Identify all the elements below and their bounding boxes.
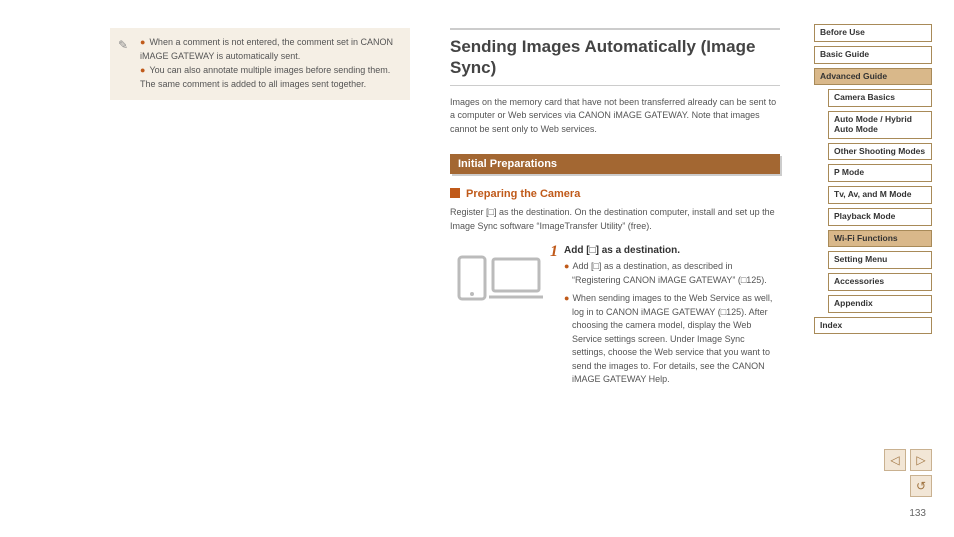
nav-playback[interactable]: Playback Mode (828, 208, 932, 226)
nav-tv-av-m[interactable]: Tv, Av, and M Mode (828, 186, 932, 204)
section-heading: Initial Preparations (450, 154, 780, 174)
step-1-title: Add [□] as a destination. (564, 245, 780, 256)
nav-camera-basics[interactable]: Camera Basics (828, 89, 932, 107)
nav-p-mode[interactable]: P Mode (828, 164, 932, 182)
nav-wifi[interactable]: Wi-Fi Functions (828, 230, 932, 248)
prev-page-button[interactable]: ◁ (884, 449, 906, 471)
return-button[interactable]: ↺ (910, 475, 932, 497)
pencil-icon: ✎ (118, 36, 128, 54)
nav-index[interactable]: Index (814, 317, 932, 335)
nav-other-shooting[interactable]: Other Shooting Modes (828, 143, 932, 161)
nav-appendix[interactable]: Appendix (828, 295, 932, 313)
step-1-body: ●Add [□] as a destination, as described … (564, 260, 780, 387)
step-1-number: 1 (550, 243, 558, 261)
nav-setting-menu[interactable]: Setting Menu (828, 251, 932, 269)
device-icons (450, 245, 550, 392)
subsection-heading: Preparing the Camera (450, 188, 780, 200)
page-number: 133 (909, 508, 926, 519)
nav-basic-guide[interactable]: Basic Guide (814, 46, 932, 64)
note-line-2: ●You can also annotate multiple images b… (140, 64, 400, 91)
nav-before-use[interactable]: Before Use (814, 24, 932, 42)
nav-auto-mode[interactable]: Auto Mode / Hybrid Auto Mode (828, 111, 932, 139)
side-nav: Before Use Basic Guide Advanced Guide Ca… (814, 24, 932, 338)
note-line-1: ●When a comment is not entered, the comm… (140, 36, 400, 63)
intro-text: Images on the memory card that have not … (450, 96, 780, 137)
subsection-text: Register [□] as the destination. On the … (450, 206, 780, 233)
nav-accessories[interactable]: Accessories (828, 273, 932, 291)
nav-advanced-guide[interactable]: Advanced Guide (814, 68, 932, 86)
next-page-button[interactable]: ▷ (910, 449, 932, 471)
page-title: Sending Images Automatically (Image Sync… (450, 28, 780, 86)
notes-box: ✎ ●When a comment is not entered, the co… (110, 28, 410, 100)
